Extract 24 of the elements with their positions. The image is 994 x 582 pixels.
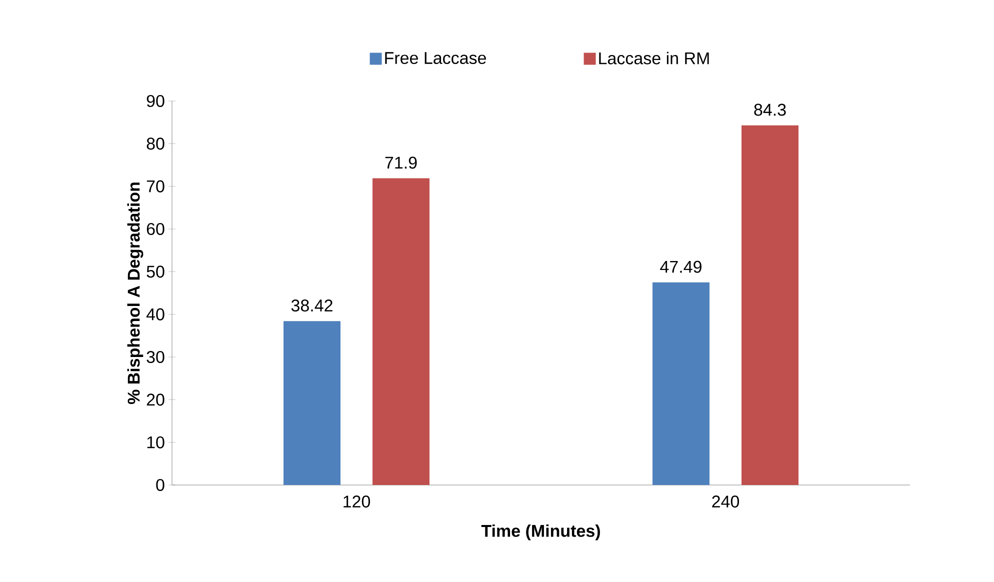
data-label: 47.49 xyxy=(660,260,702,273)
data-label: 84.3 xyxy=(754,104,786,116)
x-axis-title: Time (Minutes) xyxy=(481,524,600,540)
bar xyxy=(652,282,710,485)
y-tick-label: 90 xyxy=(146,94,164,108)
y-axis-title: % Bisphenol A Degradation xyxy=(127,182,144,404)
data-label: 38.42 xyxy=(291,300,332,312)
y-tick-label: 60 xyxy=(146,222,164,236)
bar xyxy=(742,125,799,485)
legend-label: Laccase in RM xyxy=(599,52,709,64)
y-tick-label: 20 xyxy=(146,394,164,406)
y-tick-label: 10 xyxy=(147,436,164,448)
x-tick-label: 240 xyxy=(712,496,740,508)
y-tick-label: 30 xyxy=(146,350,164,364)
data-label: 71.9 xyxy=(385,156,417,169)
x-tick-label: 120 xyxy=(344,496,370,508)
y-tick-label: 70 xyxy=(146,180,164,192)
y-tick-label: 40 xyxy=(146,308,164,320)
legend-label: Free Laccase xyxy=(385,52,486,64)
bar xyxy=(372,178,430,485)
bar xyxy=(284,321,340,485)
y-tick-label: 50 xyxy=(146,266,164,278)
y-tick-label: 0 xyxy=(156,478,164,492)
y-tick-label: 80 xyxy=(146,138,164,150)
